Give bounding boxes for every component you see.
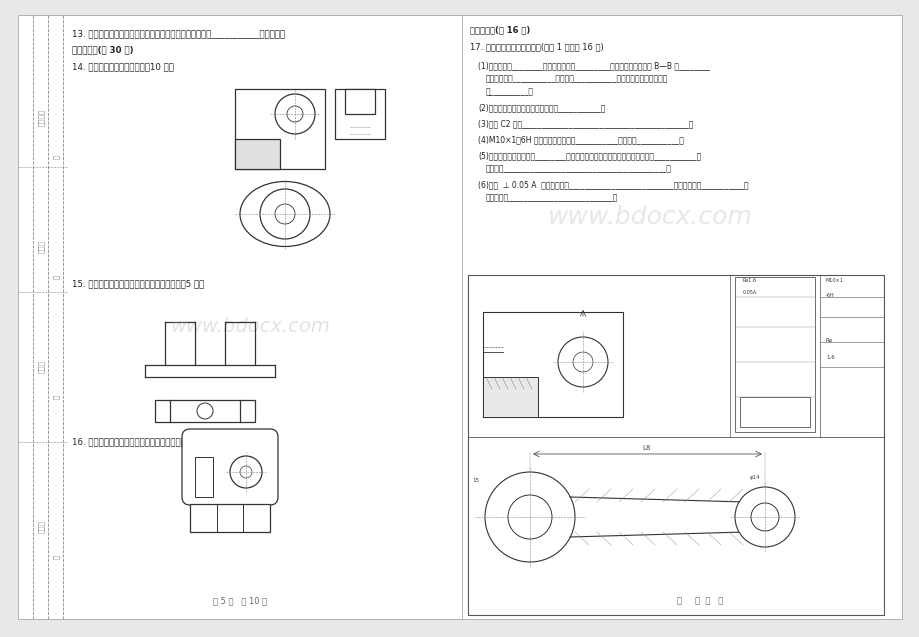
- Bar: [734, 277, 814, 432]
- Bar: [739, 397, 809, 427]
- Text: 14. 补画视图中所缺的图线。（10 分）: 14. 补画视图中所缺的图线。（10 分）: [72, 62, 174, 71]
- Text: 不: 不: [52, 275, 59, 279]
- Text: 16. 根据给出的视图，补画第三视图，并标注尺寸。（15 分）: 16. 根据给出的视图，补画第三视图，并标注尺寸。（15 分）: [72, 437, 225, 446]
- Circle shape: [230, 456, 262, 488]
- Text: 姓名：: 姓名：: [38, 241, 44, 254]
- Text: (6)框格  ⊥ 0.05 A  的被测要素是___________________________，基准要素是___________，: (6)框格 ⊥ 0.05 A 的被测要素是___________________…: [478, 180, 748, 189]
- Circle shape: [734, 487, 794, 547]
- Bar: [234, 89, 324, 169]
- Text: (1)该零件属于________类零件，共用了_________个视图表示，主视图 B—B 为________: (1)该零件属于________类零件，共用了_________个视图表示，主视…: [478, 61, 709, 70]
- Text: Ra: Ra: [825, 338, 833, 343]
- Text: 15: 15: [471, 478, 479, 483]
- Bar: [195, 457, 213, 497]
- Circle shape: [275, 204, 295, 224]
- Circle shape: [750, 503, 778, 531]
- Circle shape: [573, 352, 593, 372]
- Bar: [154, 400, 255, 422]
- Bar: [468, 275, 883, 615]
- Text: 级: 级: [52, 395, 59, 399]
- Circle shape: [558, 337, 607, 387]
- Text: www.bdocx.com: www.bdocx.com: [547, 205, 752, 229]
- Text: (2)高度方向最重要的一个定位尺寸是___________。: (2)高度方向最重要的一个定位尺寸是___________。: [478, 103, 605, 112]
- Text: 不: 不: [52, 555, 59, 559]
- FancyBboxPatch shape: [182, 429, 278, 505]
- Circle shape: [240, 466, 252, 478]
- Circle shape: [197, 403, 213, 419]
- Bar: [234, 139, 279, 169]
- Text: 六、读图题(共 16 分): 六、读图题(共 16 分): [470, 25, 529, 34]
- Bar: [335, 89, 384, 139]
- Text: 第     页  共   页: 第 页 共 页: [676, 596, 722, 605]
- Text: -6H: -6H: [825, 293, 834, 298]
- Text: 学校：: 学校：: [38, 520, 44, 533]
- Text: 班级：: 班级：: [38, 361, 44, 373]
- Circle shape: [507, 495, 551, 539]
- Circle shape: [275, 94, 314, 134]
- Text: M10×1: M10×1: [825, 278, 843, 283]
- Text: φ14: φ14: [749, 475, 760, 480]
- Text: 第 5 页   共 10 页: 第 5 页 共 10 页: [212, 596, 267, 605]
- Circle shape: [260, 189, 310, 239]
- Text: 为__________。: 为__________。: [485, 87, 533, 96]
- Text: 题: 题: [52, 155, 59, 159]
- Text: 座位号：: 座位号：: [38, 108, 44, 125]
- Text: 0.05A: 0.05A: [743, 290, 756, 295]
- Text: 17. 读零件图，完成下列各题(每空 1 分，共 16 分): 17. 读零件图，完成下列各题(每空 1 分，共 16 分): [470, 42, 603, 51]
- Text: 15. 读懂给定的视图，画出全剖视的主视图。（5 分）: 15. 读懂给定的视图，画出全剖视的主视图。（5 分）: [72, 279, 204, 288]
- Text: 图；左视图为___________图和一个___________图。左视图没有标注是因: 图；左视图为___________图和一个___________图。左视图没有标…: [485, 74, 667, 83]
- Text: (3)代号 C2 表示___________________________________________。: (3)代号 C2 表示_____________________________…: [478, 119, 693, 128]
- Text: 13. 配合是指相互结合的孔和轴公差带之间的关系，两者的___________必须相同。: 13. 配合是指相互结合的孔和轴公差带之间的关系，两者的___________必…: [72, 29, 285, 38]
- Bar: [345, 89, 375, 114]
- Bar: [190, 504, 269, 532]
- Circle shape: [484, 472, 574, 562]
- Circle shape: [287, 106, 302, 122]
- Bar: [482, 312, 622, 417]
- Text: 1.6: 1.6: [825, 355, 834, 360]
- Text: 四、作图题(共 30 分): 四、作图题(共 30 分): [72, 45, 133, 54]
- Text: www.bdocx.com: www.bdocx.com: [170, 317, 330, 336]
- Text: (4)M10×1－6H 含表示螺纹的牙型是___________，旋向为___________。: (4)M10×1－6H 含表示螺纹的牙型是___________，旋向为____…: [478, 135, 683, 144]
- Text: Ra1.6: Ra1.6: [743, 278, 756, 283]
- Text: 检测项目为___________________________。: 检测项目为___________________________。: [485, 193, 618, 202]
- Text: L8: L8: [642, 445, 651, 451]
- Text: (5)该零件表面粗糙度共有________级要求，其中最光滑的表面粗糙度的代号是___________，: (5)该零件表面粗糙度共有________级要求，其中最光滑的表面粗糙度的代号是…: [478, 151, 700, 160]
- Text: 其含义是__________________________________________。: 其含义是____________________________________…: [485, 164, 671, 173]
- Bar: [482, 377, 538, 417]
- Ellipse shape: [240, 182, 330, 247]
